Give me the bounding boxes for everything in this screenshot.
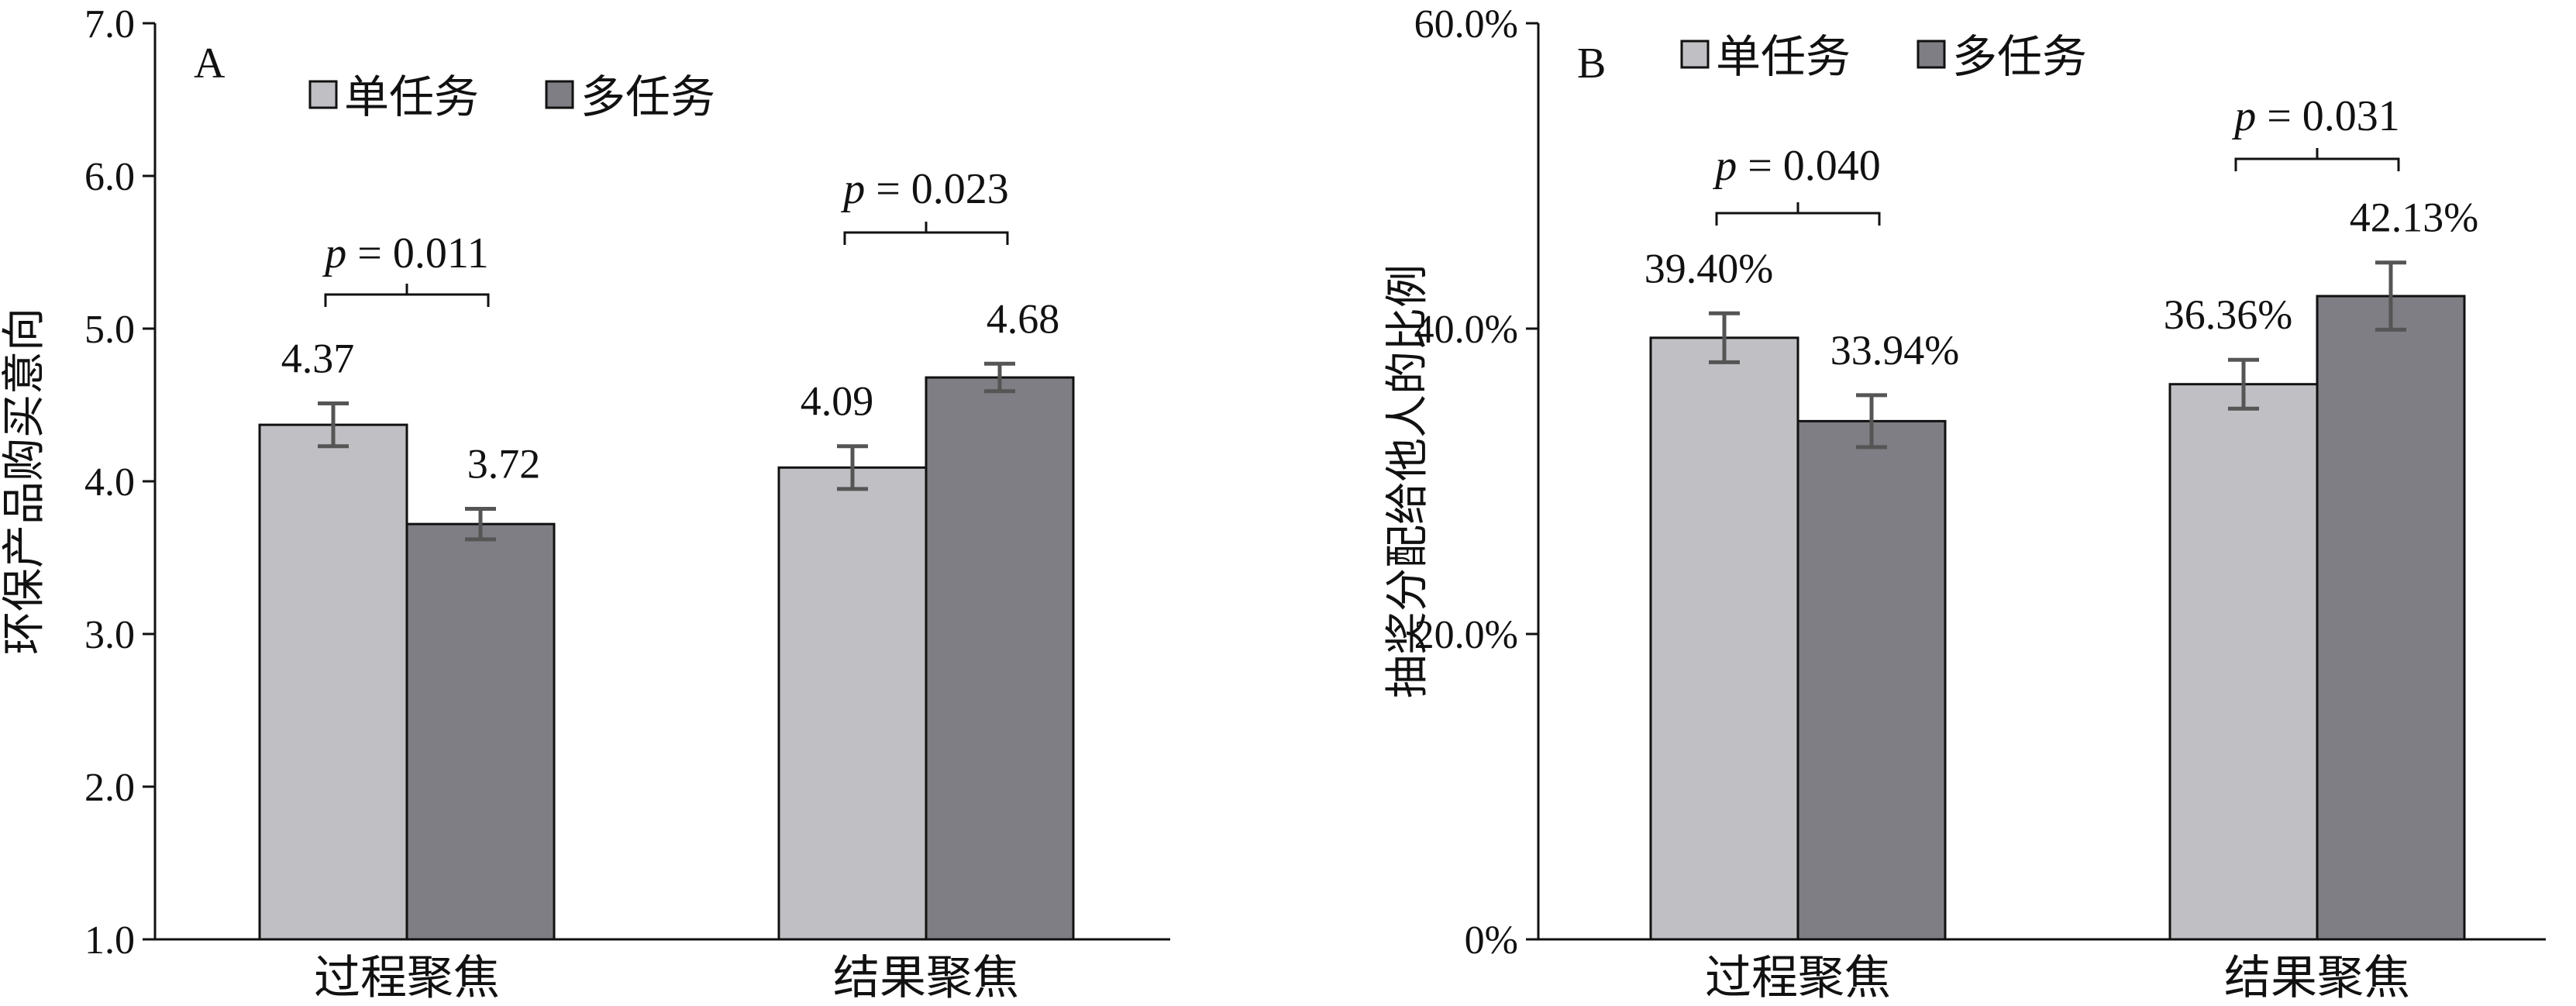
legend: 单任务 多任务: [1680, 30, 2087, 83]
category-label: 结果聚焦: [2224, 951, 2410, 1005]
p-value-label: p = 0.011: [322, 229, 489, 277]
data-label: 33.94%: [1830, 327, 1959, 374]
category-label: 过程聚焦: [1705, 951, 1891, 1005]
p-symbol: p: [2231, 92, 2256, 140]
legend-label: 多任务: [580, 71, 715, 123]
significance-bracket: [843, 222, 1009, 245]
data-label: 42.13%: [2350, 195, 2478, 241]
legend-label: 单任务: [1716, 30, 1851, 83]
y-tick-label: 6.0: [84, 155, 135, 199]
panel-A: 1.0 2.0 3.0 4.0 5.0 6.0 7.0 环保产品购买意向 A 4.37 3.72 过程…: [0, 2, 1170, 1005]
panel-letter: B: [1577, 40, 1606, 88]
p-symbol: p: [840, 165, 865, 213]
data-label: 36.36%: [2164, 291, 2292, 338]
y-axis-label: 抽奖分配给他人的比例: [1383, 264, 1433, 698]
y-tick-label: 0%: [1465, 918, 1518, 963]
panel-letter: A: [194, 40, 226, 88]
p-value: = 0.040: [1737, 142, 1881, 190]
bar-single-0: [258, 423, 408, 941]
y-axis-label: 环保产品购买意向: [0, 308, 50, 655]
p-symbol: p: [322, 229, 346, 277]
bar-multi-0: [405, 522, 556, 941]
category-label: 结果聚焦: [833, 951, 1019, 1005]
significance-bracket: [2234, 148, 2400, 171]
legend-swatch-multi: [545, 80, 574, 109]
bar-multi-0: [1796, 419, 1947, 941]
data-label: 4.37: [281, 336, 355, 382]
p-value-label: p = 0.040: [1712, 142, 1881, 190]
legend-label: 单任务: [344, 71, 479, 123]
data-label: 39.40%: [1644, 245, 1773, 291]
y-tick-label: 4.0: [84, 460, 135, 505]
significance-bracket: [1715, 202, 1881, 226]
y-tick-label: 1.0: [84, 918, 135, 963]
p-symbol: p: [1712, 142, 1737, 190]
p-value: = 0.011: [346, 229, 489, 277]
significance-bracket: [324, 284, 490, 307]
legend-swatch-single: [1680, 40, 1710, 69]
data-label: 3.72: [467, 440, 541, 487]
bar-single-0: [1649, 336, 1799, 941]
p-value-label: p = 0.031: [2231, 92, 2400, 140]
p-value: = 0.031: [2256, 92, 2400, 140]
y-tick-label: 5.0: [84, 308, 135, 352]
p-value-label: p = 0.023: [840, 165, 1009, 213]
legend: 单任务 多任务: [308, 71, 715, 123]
data-label: 4.68: [987, 295, 1060, 342]
category-label: 过程聚焦: [314, 951, 500, 1005]
y-tick-label: 20.0%: [1414, 613, 1518, 657]
bar-multi-1: [925, 376, 1075, 941]
bar-multi-1: [2316, 295, 2466, 941]
y-tick-label: 60.0%: [1414, 2, 1518, 47]
y-tick-label: 3.0: [84, 613, 135, 657]
legend-label: 多任务: [1952, 30, 2087, 83]
y-tick-label: 40.0%: [1414, 308, 1518, 352]
panel-B: 0% 20.0% 40.0% 60.0% 抽奖分配给他人的比例 B 39.40% 33.94%…: [1383, 2, 2546, 1005]
legend-swatch-multi: [1917, 40, 1946, 69]
data-label: 4.09: [801, 378, 874, 425]
bar-single-1: [777, 466, 928, 941]
p-value: = 0.023: [865, 165, 1009, 213]
bar-single-1: [2168, 383, 2319, 941]
y-tick-label: 7.0: [84, 2, 135, 47]
legend-swatch-single: [308, 80, 338, 109]
y-tick-label: 2.0: [84, 766, 135, 810]
